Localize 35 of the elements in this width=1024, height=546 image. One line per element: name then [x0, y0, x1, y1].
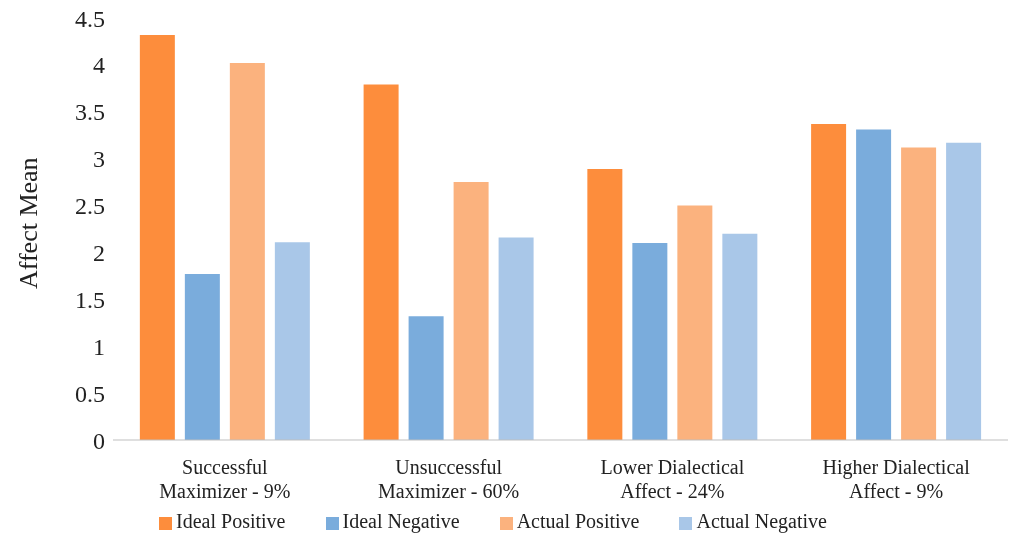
bar [946, 142, 982, 440]
y-tick-label: 4 [93, 52, 105, 79]
bar [453, 182, 489, 440]
bar [498, 237, 534, 440]
x-tick-label: Higher Dialectical Affect - 9% [822, 456, 971, 502]
bar [363, 84, 399, 440]
y-tick-label: 0.5 [75, 380, 105, 407]
bar [722, 233, 758, 440]
bar [229, 63, 265, 440]
y-tick-label: 3.5 [75, 99, 105, 126]
y-axis-title: Affect Mean [14, 157, 44, 289]
legend-label: Actual Negative [696, 510, 827, 532]
y-tick-label: 2 [93, 239, 105, 266]
bar [139, 34, 175, 440]
y-tick-label: 4.5 [75, 5, 105, 32]
x-tick-label: Unsuccessful Maximizer - 60% [378, 456, 520, 502]
x-tick-label: Lower Dialectical Affect - 24% [600, 456, 745, 502]
y-tick-label: 2.5 [75, 193, 105, 220]
y-tick-label: 1.5 [75, 286, 105, 313]
bar [677, 205, 713, 440]
bar [184, 274, 220, 440]
bar [632, 243, 668, 440]
y-tick-label: 0 [93, 427, 105, 454]
bar [587, 168, 623, 440]
legend-label: Ideal Positive [176, 510, 286, 532]
bar [901, 147, 937, 440]
bar [274, 242, 310, 440]
bar [408, 316, 444, 440]
x-tick-label: Successful Maximizer - 9% [159, 456, 291, 502]
y-tick-label: 3 [93, 146, 105, 173]
legend-label: Ideal Negative [342, 510, 460, 532]
y-tick-label: 1 [93, 333, 105, 360]
legend-label: Actual Positive [516, 510, 640, 532]
bar [811, 123, 847, 440]
bar [856, 129, 892, 440]
